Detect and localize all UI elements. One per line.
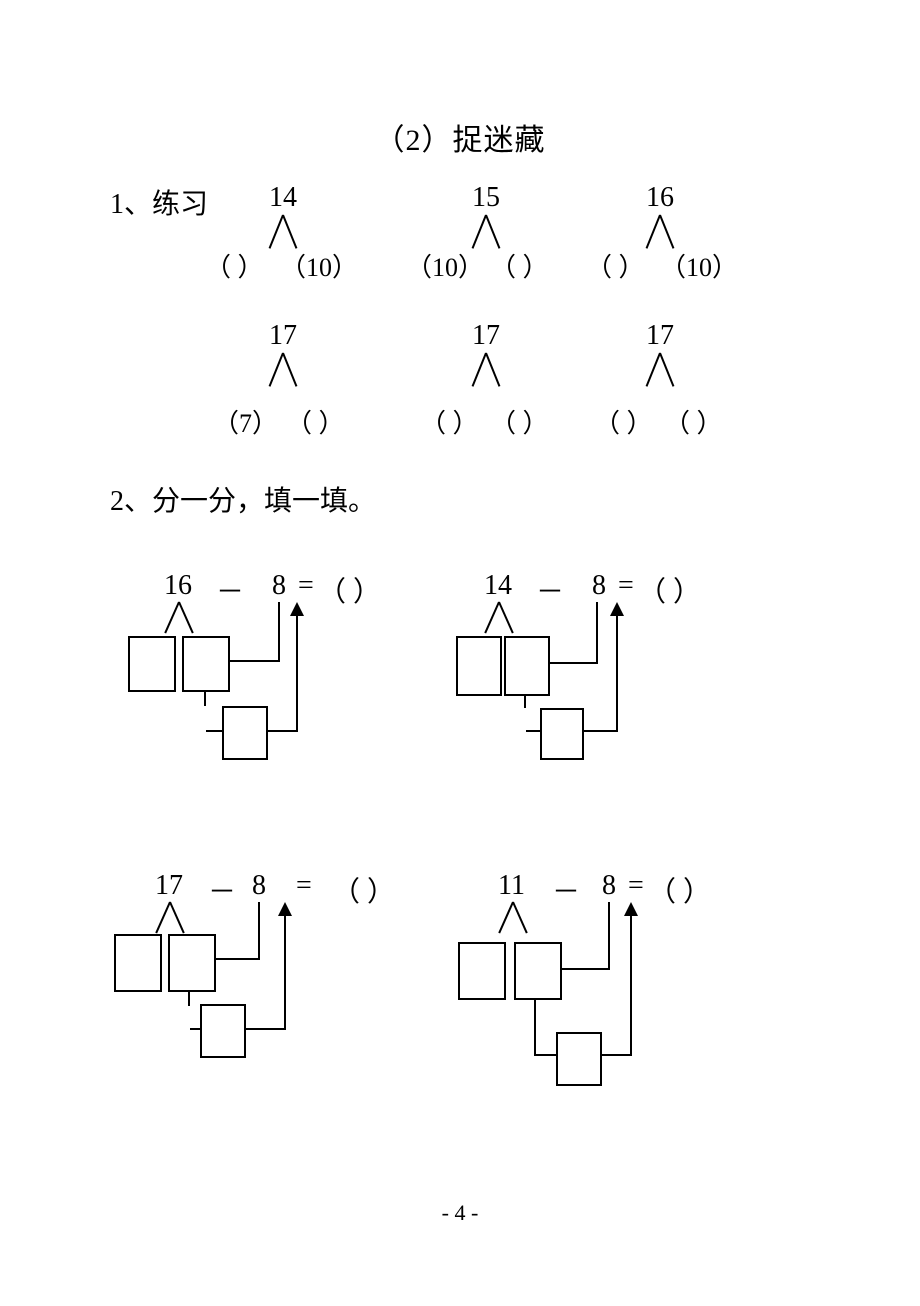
blank-box[interactable] (168, 934, 216, 992)
connector-line (608, 902, 610, 970)
page-title: （2）捉迷藏 (0, 115, 920, 159)
caret-icon (636, 215, 684, 249)
q1-r2-1-top: 17 (269, 320, 297, 352)
q2-3-b: 8 (252, 870, 266, 902)
caret-icon (462, 353, 510, 387)
connector-line (228, 660, 280, 662)
q1-r1-2-top: 15 (472, 182, 500, 214)
worksheet-page: （2）捉迷藏 1、练习 14 （ ） （10） 15 （10） （ ） 16 （… (0, 0, 920, 1306)
blank-box[interactable] (200, 1004, 246, 1058)
q1-r2-3-left[interactable]: （ ） (594, 403, 653, 440)
connector-line (548, 662, 598, 664)
connector-line (190, 1028, 200, 1030)
q2-3-ans[interactable]: （ ） (332, 870, 395, 910)
q2-2-b: 8 (592, 570, 606, 602)
caret-icon (477, 602, 521, 636)
connector-line (536, 1054, 556, 1056)
connector-line (526, 730, 540, 732)
connector-line (188, 990, 190, 1006)
q1-r1-2-left: （10） (406, 247, 484, 284)
q2-2-ans[interactable]: （ ） (638, 570, 701, 610)
q1-r2-1-left: （7） (213, 403, 278, 440)
q1-r1-3-top: 16 (646, 182, 674, 214)
q2-4-eq: = (628, 870, 644, 902)
q2-1-op: － (216, 570, 244, 610)
q1-r1-1-top: 14 (269, 182, 297, 214)
connector-line (204, 690, 206, 706)
arrow-up-icon (290, 602, 304, 616)
arrow-up-icon (610, 602, 624, 616)
connector-line (296, 614, 298, 732)
blank-box[interactable] (556, 1032, 602, 1086)
q2-3-a: 17 (155, 870, 183, 902)
q1-r2-3-top: 17 (646, 320, 674, 352)
blank-box[interactable] (114, 934, 162, 992)
blank-box[interactable] (458, 942, 506, 1000)
blank-box[interactable] (182, 636, 230, 692)
connector-line (214, 958, 260, 960)
connector-line (616, 614, 618, 732)
connector-line (560, 968, 610, 970)
q1-r1-1-right: （10） (280, 247, 358, 284)
caret-icon (462, 215, 510, 249)
q2-2-eq: = (618, 570, 634, 602)
arrow-up-icon (624, 902, 638, 916)
caret-icon (157, 602, 201, 636)
caret-icon (491, 902, 535, 936)
q1-r2-2-top: 17 (472, 320, 500, 352)
q2-1-eq: = (298, 570, 314, 602)
caret-icon (259, 215, 307, 249)
q2-4-op: － (552, 870, 580, 910)
q1-r1-2-right[interactable]: （ ） (490, 247, 549, 284)
caret-icon (636, 353, 684, 387)
q1-r1-3-right: （10） (660, 247, 738, 284)
connector-line (600, 1054, 632, 1056)
q1-r2-3-right[interactable]: （ ） (664, 403, 723, 440)
connector-line (630, 914, 632, 1056)
connector-line (266, 730, 298, 732)
connector-line (524, 694, 526, 708)
connector-line (596, 602, 598, 664)
q2-3-op: － (208, 870, 236, 910)
q1-label: 1、练习 (110, 182, 208, 222)
blank-box[interactable] (514, 942, 562, 1000)
arrow-up-icon (278, 902, 292, 916)
blank-box[interactable] (456, 636, 502, 696)
q2-4-a: 11 (498, 870, 525, 902)
connector-line (534, 998, 536, 1056)
q2-2-a: 14 (484, 570, 512, 602)
q2-1-a: 16 (164, 570, 192, 602)
q1-r2-1-right[interactable]: （ ） (286, 403, 345, 440)
connector-line (278, 602, 280, 662)
q2-3-eq: = (296, 870, 312, 902)
connector-line (244, 1028, 286, 1030)
blank-box[interactable] (504, 636, 550, 696)
connector-line (284, 914, 286, 1030)
caret-icon (148, 902, 192, 936)
page-number: - 4 - (0, 1200, 920, 1226)
blank-box[interactable] (222, 706, 268, 760)
q1-r2-2-left[interactable]: （ ） (420, 403, 479, 440)
q2-1-ans[interactable]: （ ） (318, 570, 381, 610)
q2-2-op: － (536, 570, 564, 610)
q2-label: 2、分一分，填一填。 (110, 479, 376, 519)
q2-4-ans[interactable]: （ ） (648, 870, 711, 910)
caret-icon (259, 353, 307, 387)
q2-4-b: 8 (602, 870, 616, 902)
q1-r2-2-right[interactable]: （ ） (490, 403, 549, 440)
blank-box[interactable] (540, 708, 584, 760)
blank-box[interactable] (128, 636, 176, 692)
q1-r1-1-left[interactable]: （ ） (205, 247, 264, 284)
q1-r1-3-left[interactable]: （ ） (586, 247, 645, 284)
q2-1-b: 8 (272, 570, 286, 602)
connector-line (258, 902, 260, 960)
connector-line (206, 730, 222, 732)
connector-line (582, 730, 618, 732)
